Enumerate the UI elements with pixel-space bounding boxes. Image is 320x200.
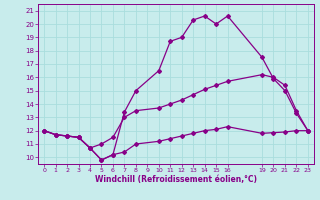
X-axis label: Windchill (Refroidissement éolien,°C): Windchill (Refroidissement éolien,°C) [95, 175, 257, 184]
